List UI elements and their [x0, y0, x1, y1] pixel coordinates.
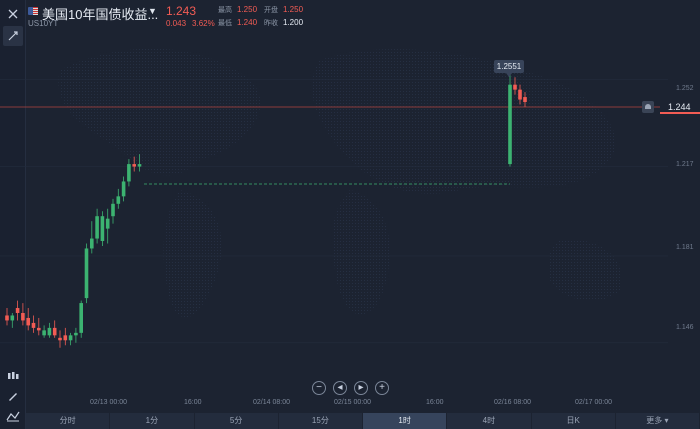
zoom-out-button[interactable]: − — [312, 381, 326, 395]
crosshair-tool-icon[interactable] — [3, 26, 23, 46]
candle-body — [21, 312, 25, 321]
candle-body — [63, 335, 68, 341]
y-axis-label: 1.252 — [676, 85, 694, 92]
draw-pen-icon[interactable] — [3, 386, 23, 406]
zoom-in-button[interactable]: + — [375, 381, 389, 395]
x-axis-label: 02/17 00:00 — [575, 399, 612, 406]
stat-high: 最高 1.250 — [218, 5, 258, 14]
tab-daily[interactable]: 日K — [532, 413, 616, 429]
alert-bell-icon[interactable] — [642, 101, 654, 113]
x-axis-label: 16:00 — [426, 399, 444, 406]
candle-body — [132, 164, 136, 167]
candle-body — [84, 248, 89, 299]
tab-5min[interactable]: 5分 — [195, 413, 279, 429]
candle-body — [116, 196, 121, 204]
x-axis-label: 02/13 00:00 — [90, 399, 127, 406]
close-icon[interactable] — [3, 4, 23, 24]
candle-body — [513, 84, 517, 90]
price-change: 0.043 3.62% — [166, 19, 221, 28]
candlestick-type-icon[interactable] — [3, 366, 23, 386]
us-flag-icon — [28, 7, 38, 15]
stat-low: 最低 1.240 — [218, 18, 258, 27]
y-axis-label: 1.217 — [676, 161, 694, 168]
candle-body — [37, 327, 41, 331]
last-price: 1.243 — [166, 4, 197, 18]
candle-body — [68, 335, 73, 341]
change-value: 0.043 — [166, 19, 187, 28]
candle-body — [127, 164, 131, 182]
chart-grid — [0, 79, 668, 344]
timeframe-tabs: 分时 1分 5分 15分 1时 4时 日K 更多 ▾ — [26, 413, 700, 429]
candle-body — [52, 327, 57, 336]
current-price-label: 1.244 — [660, 100, 700, 114]
stat-open: 开盘 1.250 — [264, 5, 304, 14]
tab-4hour[interactable]: 4时 — [447, 413, 532, 429]
candle-body — [10, 315, 15, 321]
x-axis-label: 16:00 — [184, 399, 202, 406]
world-map-watermark — [58, 48, 622, 318]
x-axis-label: 02/15 00:00 — [334, 399, 371, 406]
candle-body — [100, 216, 105, 242]
candle-body — [111, 203, 115, 217]
scroll-forward-button[interactable]: ▸ — [354, 381, 368, 395]
candle-body — [47, 327, 52, 336]
candle-body — [31, 322, 36, 328]
candle-body — [523, 97, 527, 103]
candle-body — [105, 218, 110, 229]
candle-body — [121, 181, 126, 197]
candle-body — [15, 308, 20, 313]
candle-body — [58, 337, 62, 341]
high-marker-tooltip: 1.2551 — [494, 60, 524, 77]
candle-body — [26, 317, 30, 326]
candle-body — [5, 315, 9, 321]
tab-timeshare[interactable]: 分时 — [26, 413, 111, 429]
stat-prev-close: 昨收 1.200 — [264, 18, 304, 27]
y-axis-label: 1.146 — [676, 324, 694, 331]
candle-body — [74, 332, 78, 336]
candle-body — [137, 164, 142, 167]
scroll-back-button[interactable]: ◂ — [333, 381, 347, 395]
change-percent: 3.62% — [192, 19, 215, 28]
x-axis-label: 02/16 08:00 — [494, 399, 531, 406]
candle-body — [42, 330, 46, 336]
y-axis-label: 1.181 — [676, 244, 694, 251]
candle-body — [95, 216, 99, 239]
x-axis-label: 02/14 08:00 — [253, 399, 290, 406]
tab-more[interactable]: 更多 ▾ — [616, 413, 700, 429]
candle-body — [79, 303, 83, 333]
candle-body — [90, 238, 94, 249]
tab-1hour[interactable]: 1时 — [363, 413, 448, 429]
left-toolbar — [0, 0, 26, 429]
symbol-name[interactable]: 美国10年国债收益... — [42, 7, 159, 22]
symbol-code: US10YT — [28, 19, 59, 28]
candle-body — [518, 89, 522, 100]
candle-body — [508, 84, 512, 165]
tab-15min[interactable]: 15分 — [279, 413, 363, 429]
chevron-down-icon[interactable]: ▼ — [148, 6, 157, 16]
tab-1min[interactable]: 1分 — [110, 413, 195, 429]
candles-group — [5, 72, 527, 348]
indicator-icon[interactable] — [3, 406, 23, 426]
